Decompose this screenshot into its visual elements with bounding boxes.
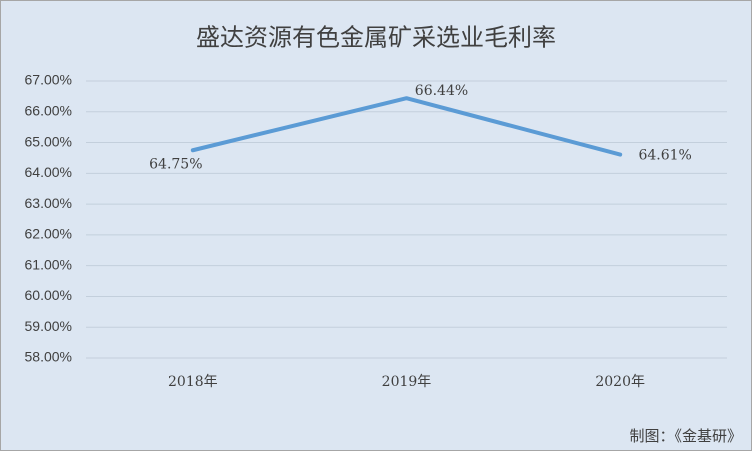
y-tick-label: 60.00% xyxy=(25,287,72,303)
data-label: 64.61% xyxy=(638,148,691,164)
data-line xyxy=(190,96,623,157)
y-tick-label: 65.00% xyxy=(25,133,72,149)
data-label: 64.75% xyxy=(149,156,202,172)
x-tick-label: 2019年 xyxy=(382,374,432,390)
y-tick-label: 67.00% xyxy=(25,72,72,88)
x-tick-label: 2018年 xyxy=(168,374,218,390)
y-tick-label: 63.00% xyxy=(25,195,72,211)
y-tick-label: 66.00% xyxy=(25,102,72,118)
y-tick-label: 58.00% xyxy=(25,349,72,365)
chart-title: 盛达资源有色金属矿采选业毛利率 xyxy=(196,24,556,52)
y-tick-label: 64.00% xyxy=(25,164,72,180)
y-tick-label: 59.00% xyxy=(25,318,72,334)
data-label: 66.44% xyxy=(415,83,468,99)
y-tick-label: 62.00% xyxy=(25,226,72,242)
source-note: 制图：《金基研》 xyxy=(629,427,742,445)
y-tick-label: 61.00% xyxy=(25,256,72,272)
x-tick-label: 2020年 xyxy=(595,374,645,390)
